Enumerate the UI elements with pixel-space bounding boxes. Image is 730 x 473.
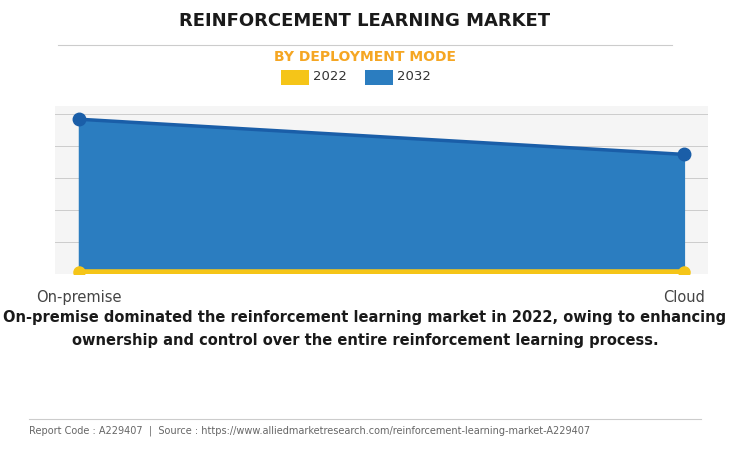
- Text: Report Code : A229407  |  Source : https://www.alliedmarketresearch.com/reinforc: Report Code : A229407 | Source : https:/…: [29, 426, 591, 436]
- Text: REINFORCEMENT LEARNING MARKET: REINFORCEMENT LEARNING MARKET: [180, 12, 550, 30]
- Text: On-premise dominated the reinforcement learning market in 2022, owing to enhanci: On-premise dominated the reinforcement l…: [4, 310, 726, 325]
- Text: ownership and control over the entire reinforcement learning process.: ownership and control over the entire re…: [72, 333, 658, 349]
- Text: BY DEPLOYMENT MODE: BY DEPLOYMENT MODE: [274, 50, 456, 64]
- Text: 2022: 2022: [313, 70, 347, 83]
- Text: 2032: 2032: [397, 70, 431, 83]
